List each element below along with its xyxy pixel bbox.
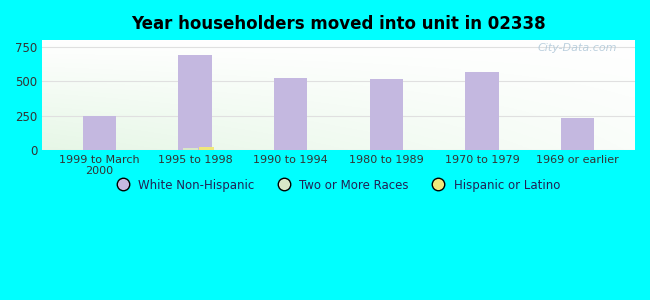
Bar: [465, 72, 499, 150]
Bar: [370, 79, 403, 150]
Text: City-Data.com: City-Data.com: [538, 44, 618, 53]
Bar: [83, 116, 116, 150]
Bar: [178, 55, 212, 150]
Bar: [200, 147, 214, 150]
Legend: White Non-Hispanic, Two or More Races, Hispanic or Latino: White Non-Hispanic, Two or More Races, H…: [112, 174, 565, 197]
Bar: [561, 118, 594, 150]
Title: Year householders moved into unit in 02338: Year householders moved into unit in 023…: [131, 15, 546, 33]
Bar: [183, 148, 198, 150]
Bar: [274, 78, 307, 150]
